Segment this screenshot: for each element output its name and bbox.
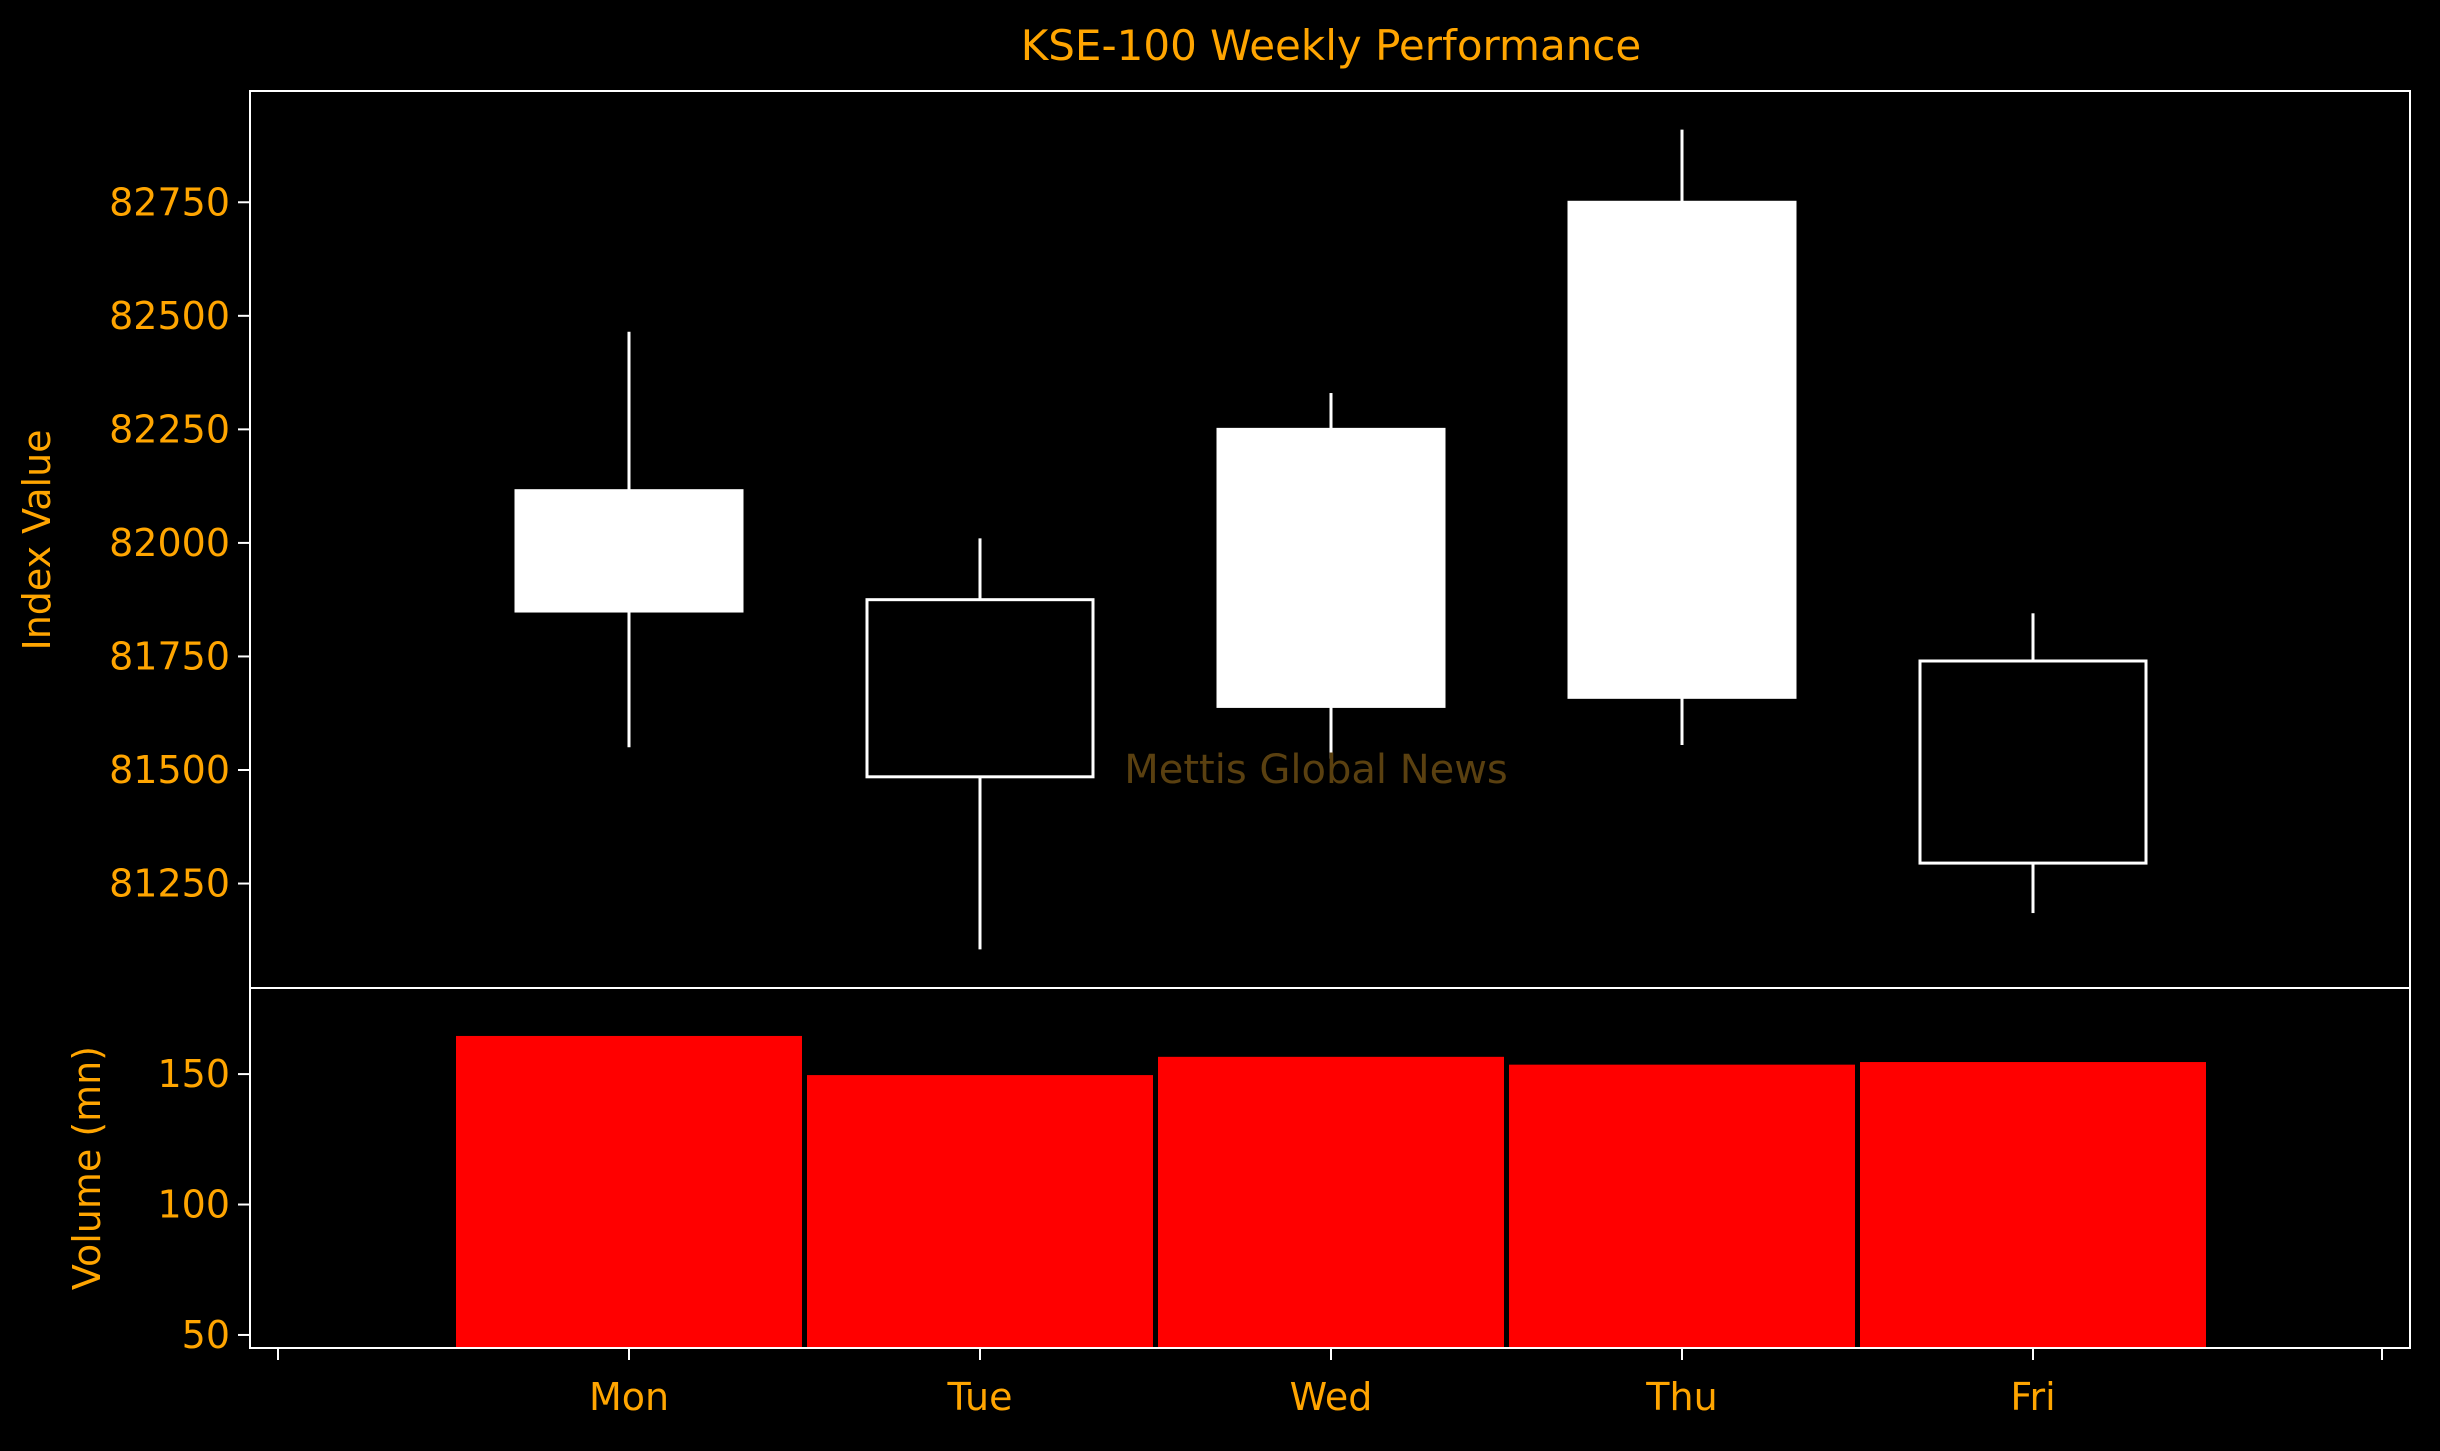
price-y-tick-label: 82500 — [109, 294, 230, 338]
x-tick-label-mon: Mon — [589, 1375, 669, 1419]
price-y-axis-label: Index Value — [15, 429, 59, 650]
x-tick-label-thu: Thu — [1645, 1375, 1717, 1419]
candle-body-fri — [1918, 659, 2148, 865]
x-tick-label-fri: Fri — [2010, 1375, 2055, 1419]
price-panel: 81250 81500 81750 82000 82250 82500 82750 — [109, 90, 2411, 989]
candle-body-tue — [865, 598, 1095, 779]
candle-body-thu — [1567, 200, 1797, 699]
price-y-tick-label: 81250 — [109, 862, 230, 906]
x-axis: Mon Tue Wed Thu Fri — [277, 1348, 2383, 1419]
volume-bar-mon — [454, 1033, 804, 1350]
price-y-tick-label: 82250 — [109, 407, 230, 451]
volume-y-tick-label: 50 — [182, 1313, 230, 1357]
volume-y-axis-label: Volume (mn) — [65, 1046, 109, 1290]
watermark-text: Mettis Global News — [1124, 747, 1508, 793]
volume-panel: 50 100 150 — [157, 987, 2411, 1357]
x-tick-label-wed: Wed — [1290, 1375, 1373, 1419]
price-y-tick-label: 82750 — [109, 180, 230, 224]
chart-title: KSE-100 Weekly Performance — [1021, 21, 1642, 70]
price-y-tick-label: 81750 — [109, 634, 230, 678]
volume-bar-wed — [1156, 1054, 1506, 1349]
price-y-tick-label: 82000 — [109, 521, 230, 565]
candle-body-mon — [514, 489, 744, 613]
volume-y-tick-label: 150 — [157, 1052, 230, 1096]
volume-bar-fri — [1858, 1060, 2208, 1349]
volume-y-tick-label: 100 — [157, 1183, 230, 1227]
volume-bar-tue — [805, 1073, 1155, 1349]
volume-bar-thu — [1507, 1062, 1857, 1350]
x-tick-label-tue: Tue — [947, 1375, 1013, 1419]
candle-body-wed — [1216, 427, 1446, 708]
price-y-tick-label: 81500 — [109, 748, 230, 792]
